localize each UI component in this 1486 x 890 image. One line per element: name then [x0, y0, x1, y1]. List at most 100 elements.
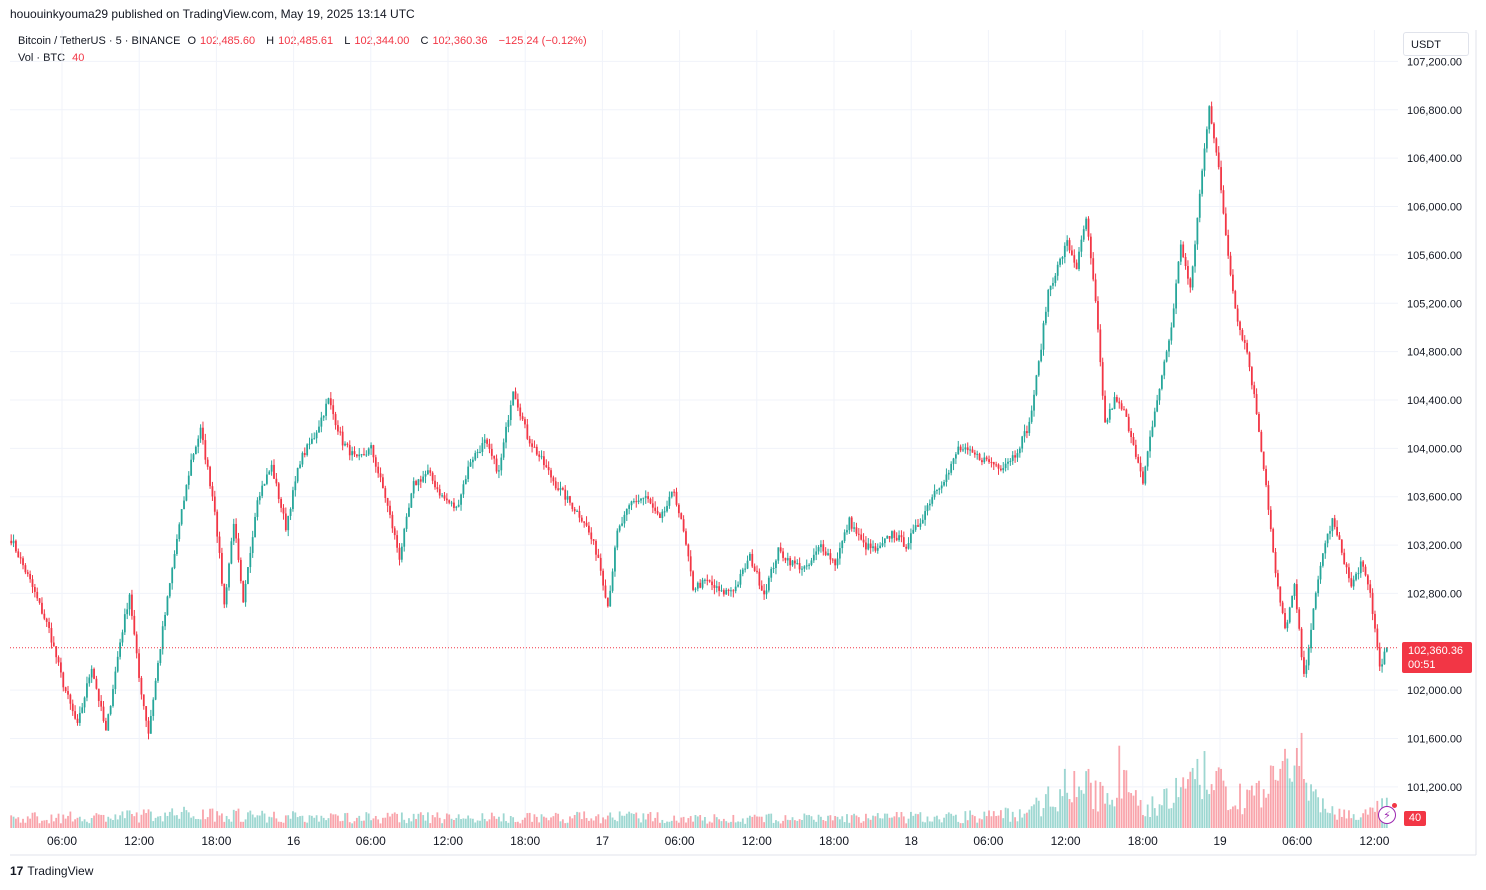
candle-body — [573, 508, 576, 512]
volume-bar — [1026, 812, 1028, 828]
candle-body — [306, 444, 309, 456]
candle-body — [1253, 385, 1256, 395]
volume-bar — [713, 814, 716, 828]
candle-body — [1310, 629, 1312, 649]
candle-body — [29, 573, 32, 580]
candle-body — [225, 587, 228, 605]
symbol-label[interactable]: Bitcoin / TetherUS · 5 · BINANCE — [18, 35, 181, 47]
volume-bar — [268, 816, 271, 828]
volume-bar — [441, 823, 444, 828]
candle-body — [206, 459, 209, 467]
candle-body — [1016, 453, 1019, 458]
candle-body — [713, 585, 716, 588]
volume-bar — [1295, 747, 1298, 828]
volume-bar — [1374, 811, 1376, 828]
candles — [10, 101, 1388, 740]
volume-bar — [1021, 817, 1024, 828]
volume-bar — [86, 821, 88, 828]
price-axis[interactable]: 107,200.00 106,800.00 106,400.00 106,000.00… — [1407, 56, 1462, 793]
volume-bar — [1158, 804, 1161, 828]
candle-body — [796, 563, 799, 565]
volume-bar — [1321, 798, 1324, 828]
candle-body — [1130, 431, 1133, 438]
candle-body — [853, 527, 855, 529]
candle-body — [379, 473, 382, 478]
time-axis[interactable]: 06:00 12:00 18:00 16 06:00 12:00 18:00 17 06:00 1… — [47, 834, 1390, 848]
candle-body — [1028, 421, 1031, 434]
volume-bar — [1277, 780, 1279, 828]
candle-body — [460, 494, 462, 505]
volume-bar — [725, 821, 728, 828]
candle-body — [715, 586, 718, 588]
time-tick-label: 12:00 — [433, 834, 463, 848]
candle-body — [1066, 240, 1069, 246]
volume-bar — [820, 816, 822, 828]
volume-bar — [1132, 795, 1135, 828]
volume-bar — [988, 810, 990, 828]
candle-body — [625, 508, 628, 515]
candle-body — [410, 493, 413, 508]
candle-body — [632, 501, 635, 503]
candle-body — [947, 472, 950, 475]
volume-bar — [1220, 768, 1222, 828]
volume-bar — [606, 815, 609, 828]
volume-bar — [924, 822, 927, 828]
volume-bar — [1241, 814, 1244, 828]
volume-bar — [197, 818, 200, 828]
volume-bar — [945, 814, 948, 828]
volume-bar — [999, 810, 1002, 828]
candle-body — [687, 544, 690, 557]
candle-body — [490, 448, 493, 456]
volume-bar — [954, 814, 957, 828]
currency-unit-button[interactable]: USDT — [1403, 32, 1469, 56]
tradingview-logo[interactable]: 17 TradingView — [10, 864, 93, 878]
candle-body — [1348, 567, 1350, 579]
candle-body — [1196, 217, 1199, 245]
volume-bar — [1253, 795, 1256, 828]
candle-body — [1222, 190, 1225, 214]
candle-body — [1241, 329, 1244, 340]
volume-bar — [339, 821, 342, 828]
candle-body — [168, 583, 171, 597]
candle-body — [1101, 362, 1104, 396]
candle-body — [360, 454, 363, 456]
candle-body — [654, 507, 657, 511]
candle-body — [370, 445, 372, 449]
volume-bar — [1111, 799, 1114, 828]
candle-body — [391, 514, 394, 529]
candle-body — [38, 598, 41, 603]
volume-bar — [1291, 781, 1294, 828]
volume-bar — [1196, 758, 1199, 828]
volume-bar — [17, 817, 20, 828]
publisher-name[interactable]: hououinkyouma29 — [10, 7, 109, 21]
grid — [10, 30, 1398, 828]
candle-body — [344, 443, 346, 446]
volume-bar — [1035, 797, 1038, 828]
volume-bar — [706, 823, 709, 828]
candle-body — [429, 470, 432, 473]
volume-bar — [744, 823, 747, 828]
candle-body — [1118, 401, 1121, 404]
candle-body — [1303, 657, 1305, 674]
candle-body — [1274, 551, 1277, 574]
candle-body — [372, 445, 375, 458]
candle-body — [1220, 167, 1222, 191]
candle-body — [348, 445, 351, 456]
candle-body — [1307, 648, 1310, 666]
candle-body — [332, 405, 335, 415]
volume-bar — [273, 811, 275, 828]
volume-bar — [815, 821, 818, 828]
volume-bar — [168, 811, 171, 828]
volume-bar — [1336, 819, 1338, 828]
candle-body — [173, 554, 176, 569]
volume-bar — [1014, 817, 1016, 828]
candle-body — [1014, 455, 1016, 458]
lightning-icon[interactable]: ⚡ — [1378, 806, 1396, 824]
volume-bar — [1137, 805, 1140, 828]
volume-bar — [1274, 779, 1277, 828]
candle-body — [1378, 647, 1381, 667]
volume-bar — [1329, 813, 1331, 828]
volume-bar — [38, 823, 41, 828]
candle-body — [71, 703, 74, 712]
